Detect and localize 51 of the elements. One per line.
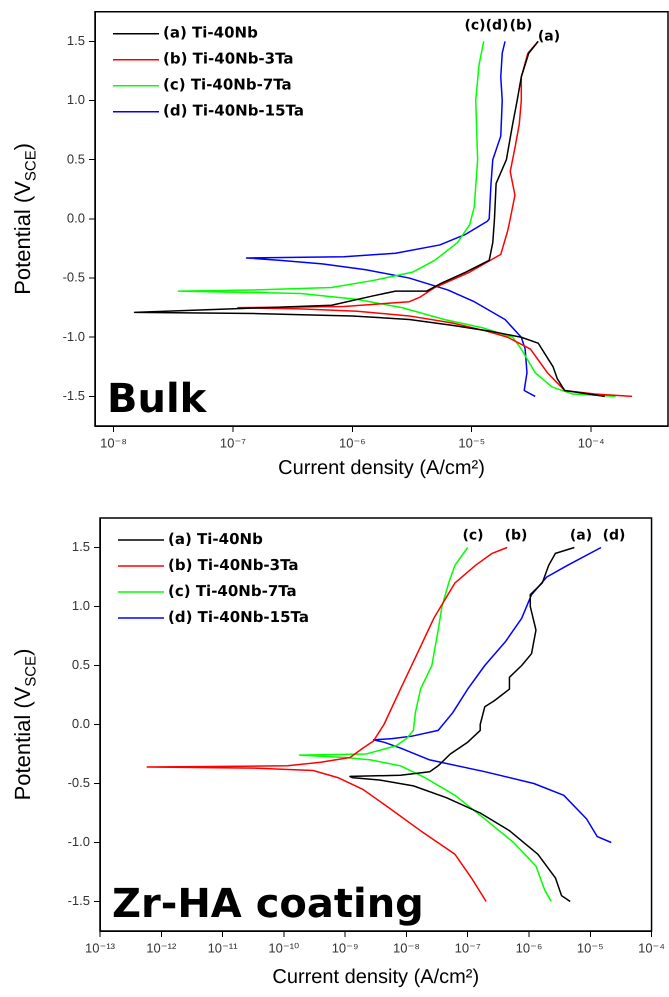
y-tick-label: 0.0 (72, 716, 90, 732)
x-tick-label: 10⁻⁸ (393, 940, 420, 956)
annotation: (d) (602, 528, 626, 544)
annotation: (c) (462, 528, 484, 544)
x-tick-label: 10⁻¹⁰ (268, 940, 300, 956)
y-tick-label: -1.0 (68, 834, 90, 850)
annotation: (c) (464, 18, 486, 34)
y-tick-label: -0.5 (62, 270, 85, 285)
legend-label: (d) Ti-40Nb-15Ta (168, 608, 309, 626)
x-tick-label: 10⁻⁵ (458, 435, 486, 450)
y-tick-label: 0.0 (66, 210, 85, 226)
x-axis-title: Current density (A/cm²) (272, 966, 480, 988)
x-tick-label: 10⁻¹¹ (208, 940, 238, 956)
annotation: Bulk (107, 376, 208, 422)
legend-label: (d) Ti-40Nb-15Ta (163, 102, 304, 120)
y-tick-label: -1.0 (62, 328, 85, 344)
y-axis-title: Potential (VSCE) (10, 648, 40, 800)
y-tick-label: -0.5 (68, 775, 90, 790)
x-tick-label: 10⁻¹² (146, 940, 177, 956)
x-tick-label: 10⁻⁷ (220, 435, 246, 450)
legend-label: (a) Ti-40Nb (163, 24, 258, 42)
x-tick-label: 10⁻⁶ (338, 435, 366, 450)
legend-label: (c) Ti-40Nb-7Ta (168, 582, 297, 600)
x-tick-label: 10⁻⁵ (576, 940, 604, 956)
legend-label: (a) Ti-40Nb (168, 530, 264, 548)
x-tick-label: 10⁻¹³ (85, 940, 116, 956)
annotation: Zr-HA coating (112, 881, 424, 927)
y-tick-label: 0.5 (66, 151, 85, 166)
y-tick-label: -1.5 (62, 388, 85, 403)
x-axis-title: Current density (A/cm²) (278, 457, 485, 479)
annotation: (b) (504, 528, 528, 544)
x-tick-label: 10⁻⁹ (332, 940, 359, 956)
x-tick-label: 10⁻⁶ (516, 940, 542, 956)
legend-label: (b) Ti-40Nb-3Ta (163, 50, 294, 68)
x-tick-label: 10⁻⁴ (638, 940, 666, 956)
x-tick-label: 10⁻⁷ (454, 940, 482, 956)
legend-label: (c) Ti-40Nb-7Ta (163, 76, 292, 94)
y-tick-label: 1.5 (72, 539, 90, 554)
legend-label: (b) Ti-40Nb-3Ta (168, 556, 299, 574)
y-tick-label: 1.0 (66, 92, 85, 108)
y-tick-label: 0.5 (72, 657, 90, 672)
annotation: (a) (538, 28, 560, 45)
y-tick-label: -1.5 (68, 893, 90, 908)
annotation: (d) (486, 18, 508, 34)
annotation: (b) (510, 18, 532, 34)
x-tick-label: 10⁻⁸ (100, 435, 127, 450)
annotation: (a) (570, 528, 592, 544)
y-axis-title: Potential (VSCE) (10, 143, 40, 295)
y-tick-label: 1.5 (66, 32, 85, 48)
y-tick-label: 1.0 (72, 598, 90, 614)
x-tick-label: 10⁻⁴ (578, 435, 605, 450)
